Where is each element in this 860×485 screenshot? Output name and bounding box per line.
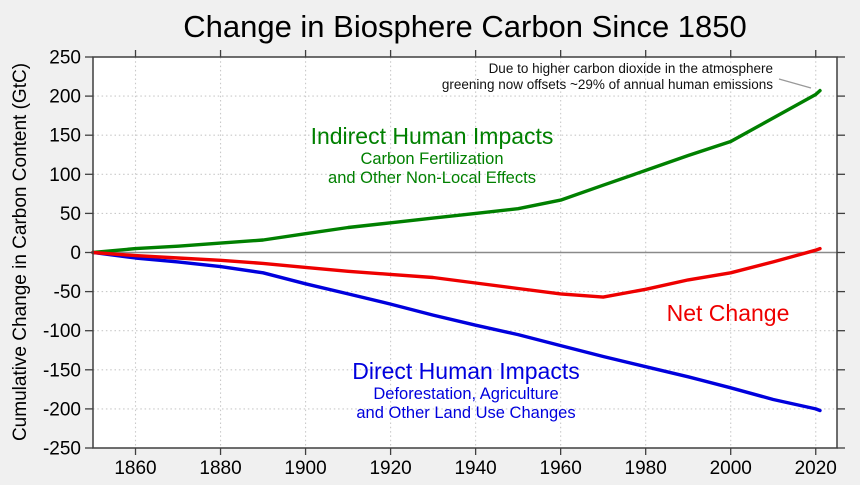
y-tick-label: -100: [43, 321, 81, 342]
x-tick-label: 2000: [710, 458, 752, 479]
direct-impacts-title: Direct Human Impacts: [352, 358, 580, 384]
net-change-title: Net Change: [666, 300, 790, 326]
chart-title: Change in Biosphere Carbon Since 1850: [183, 9, 747, 44]
indirect-curve: [91, 88, 822, 255]
greening-annotation: Due to higher carbon dioxide in the atmo…: [442, 61, 773, 93]
x-tick-label: 2020: [795, 458, 837, 479]
x-tick-label: 1900: [284, 458, 326, 479]
y-tick-label: -50: [54, 282, 81, 303]
y-tick-label: 50: [60, 204, 81, 225]
x-tick-label: 1880: [199, 458, 241, 479]
direct-impacts-subtitle-2: and Other Land Use Changes: [356, 404, 576, 422]
annotation-line-2: greening now offsets ~29% of annual huma…: [441, 77, 773, 92]
indirect-impacts-label: Indirect Human Impacts Carbon Fertilizat…: [272, 123, 592, 188]
y-tick-label: 100: [49, 165, 81, 186]
net-curve: [91, 246, 822, 299]
direct-impacts-subtitle-1: Deforestation, Agriculture: [373, 385, 559, 403]
y-tick-label: -250: [43, 439, 81, 460]
y-tick-label: 200: [49, 87, 81, 108]
direct-curve: [91, 250, 822, 413]
x-tick-label: 1920: [369, 458, 411, 479]
indirect-impacts-subtitle-1: Carbon Fertilization: [360, 150, 504, 168]
y-tick-label: -200: [43, 399, 81, 420]
indirect-impacts-title: Indirect Human Impacts: [310, 123, 554, 149]
x-tick-label: 1980: [625, 458, 667, 479]
x-tick-label: 1960: [540, 458, 582, 479]
y-axis-label: Cumulative Change in Carbon Content (GtC…: [10, 62, 31, 442]
y-tick-label: 0: [70, 243, 81, 264]
y-tick-label: -150: [43, 360, 81, 381]
annotation-leader-line: [778, 78, 812, 89]
y-tick-label: 150: [49, 126, 81, 147]
direct-impacts-label: Direct Human Impacts Deforestation, Agri…: [306, 358, 626, 423]
indirect-impacts-subtitle-2: and Other Non-Local Effects: [328, 169, 536, 187]
y-tick-label: 250: [49, 48, 81, 69]
annotation-line-1: Due to higher carbon dioxide in the atmo…: [488, 61, 773, 76]
x-tick-label: 1860: [114, 458, 156, 479]
net-change-label: Net Change: [628, 300, 828, 327]
x-tick-label: 1940: [454, 458, 496, 479]
